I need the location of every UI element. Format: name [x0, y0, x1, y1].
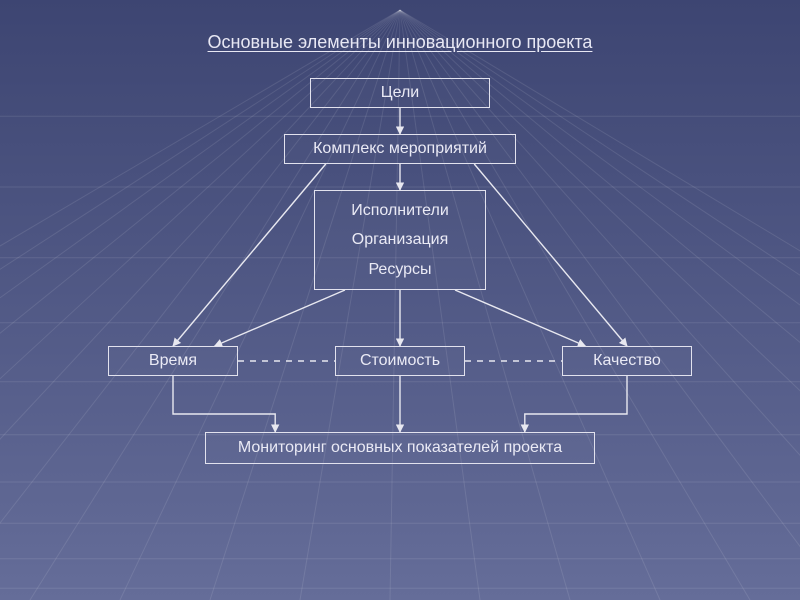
node-time: Время — [108, 346, 238, 376]
diagram-canvas: Основные элементы инновационного проекта… — [0, 0, 800, 600]
node-line: Ресурсы — [368, 255, 431, 285]
node-quality: Качество — [562, 346, 692, 376]
node-goals: Цели — [310, 78, 490, 108]
node-complex: Комплекс мероприятий — [284, 134, 516, 164]
edge-time-monitor — [173, 376, 275, 432]
node-line: Исполнители — [351, 196, 449, 226]
edge-perform-quality — [455, 290, 585, 346]
edge-complex-quality — [474, 164, 627, 346]
edge-quality-monitor — [525, 376, 627, 432]
edge-perform-time — [215, 290, 345, 346]
node-monitor: Мониторинг основных показателей проекта — [205, 432, 595, 464]
node-cost: Стоимость — [335, 346, 465, 376]
slide-title: Основные элементы инновационного проекта — [0, 32, 800, 53]
node-line: Организация — [352, 225, 449, 255]
node-perform: ИсполнителиОрганизацияРесурсы — [314, 190, 486, 290]
edge-complex-time — [173, 164, 326, 346]
